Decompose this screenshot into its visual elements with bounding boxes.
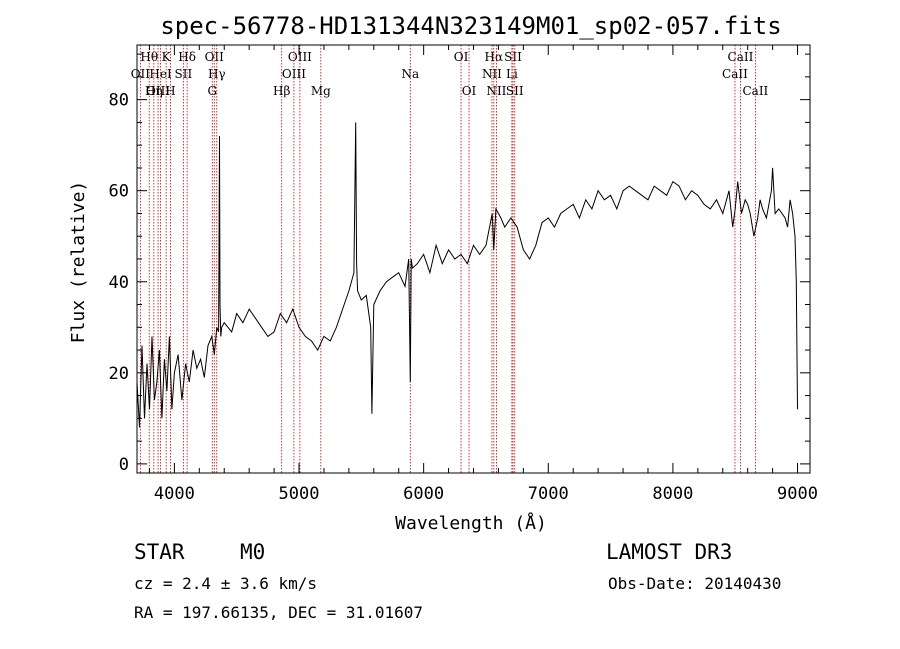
x-tick-label: 8000 xyxy=(652,484,693,504)
sky-coordinates: RA = 197.66135, DEC = 31.01607 xyxy=(134,603,423,622)
x-tick-label: 6000 xyxy=(403,484,444,504)
y-axis-label: Flux (relative) xyxy=(68,181,89,344)
spectral-line-label: OII xyxy=(131,67,151,81)
flux-series-line xyxy=(136,122,798,428)
spectral-line-label: OI xyxy=(462,84,477,98)
x-tick-label: 7000 xyxy=(528,484,569,504)
x-axis-label: Wavelength (Å) xyxy=(395,512,547,534)
observation-date: Obs-Date: 20140430 xyxy=(608,574,782,593)
spectral-line-label: SII xyxy=(506,84,524,98)
spectral-line-label: Hα xyxy=(485,50,504,64)
y-tick-label: 0 xyxy=(119,455,129,475)
survey-name: LAMOST DR3 xyxy=(606,540,733,564)
spectral-line-label: Hγ xyxy=(208,67,226,81)
spectral-line-label: CaII xyxy=(728,50,754,64)
spectral-line-label: Hβ xyxy=(273,84,290,98)
spectral-line-label: Mg xyxy=(311,84,331,98)
spectral-line-label: OIII xyxy=(282,67,306,81)
spectral-line-label: OI xyxy=(454,50,469,64)
spectral-line-label: CaII xyxy=(722,67,748,81)
y-tick-label: 20 xyxy=(109,364,129,384)
spectral-line-label: Na xyxy=(401,67,419,81)
spectral-line-label: OIII xyxy=(146,84,170,98)
x-tick-label: 4000 xyxy=(154,484,195,504)
spectral-line-label: CaII xyxy=(742,84,768,98)
y-tick-label: 60 xyxy=(109,182,129,202)
spectral-line-label: K xyxy=(162,50,172,64)
chart-title: spec-56778-HD131344N323149M01_sp02-057.f… xyxy=(160,12,781,40)
x-tick-label: 5000 xyxy=(279,484,320,504)
y-tick-label: 80 xyxy=(109,91,129,111)
x-tick-label: 9000 xyxy=(777,484,818,504)
spectral-line-label: NII xyxy=(482,67,502,81)
spectral-line-label: G xyxy=(207,84,217,98)
spectral-line-label: Hη xyxy=(145,84,163,98)
object-class: STAR xyxy=(134,540,185,564)
spectral-line-label: Hθ xyxy=(140,50,158,64)
plot-frame xyxy=(136,44,811,474)
spectral-line-label: SII xyxy=(175,67,193,81)
spectral-line-label: Li xyxy=(506,67,518,81)
spectral-line-label: OII xyxy=(205,50,225,64)
spectral-line-label: SII xyxy=(504,50,522,64)
spectral-line-label: Hδ xyxy=(178,50,196,64)
object-subclass: M0 xyxy=(240,540,266,564)
spectral-line-label: H xyxy=(165,84,175,98)
redshift-velocity: cz = 2.4 ± 3.6 km/s xyxy=(134,574,318,593)
spectral-line-label: NII xyxy=(486,84,506,98)
y-tick-label: 40 xyxy=(109,273,129,293)
spectral-line-label: OIII xyxy=(288,50,312,64)
spectral-line-label: HeI xyxy=(149,67,172,81)
